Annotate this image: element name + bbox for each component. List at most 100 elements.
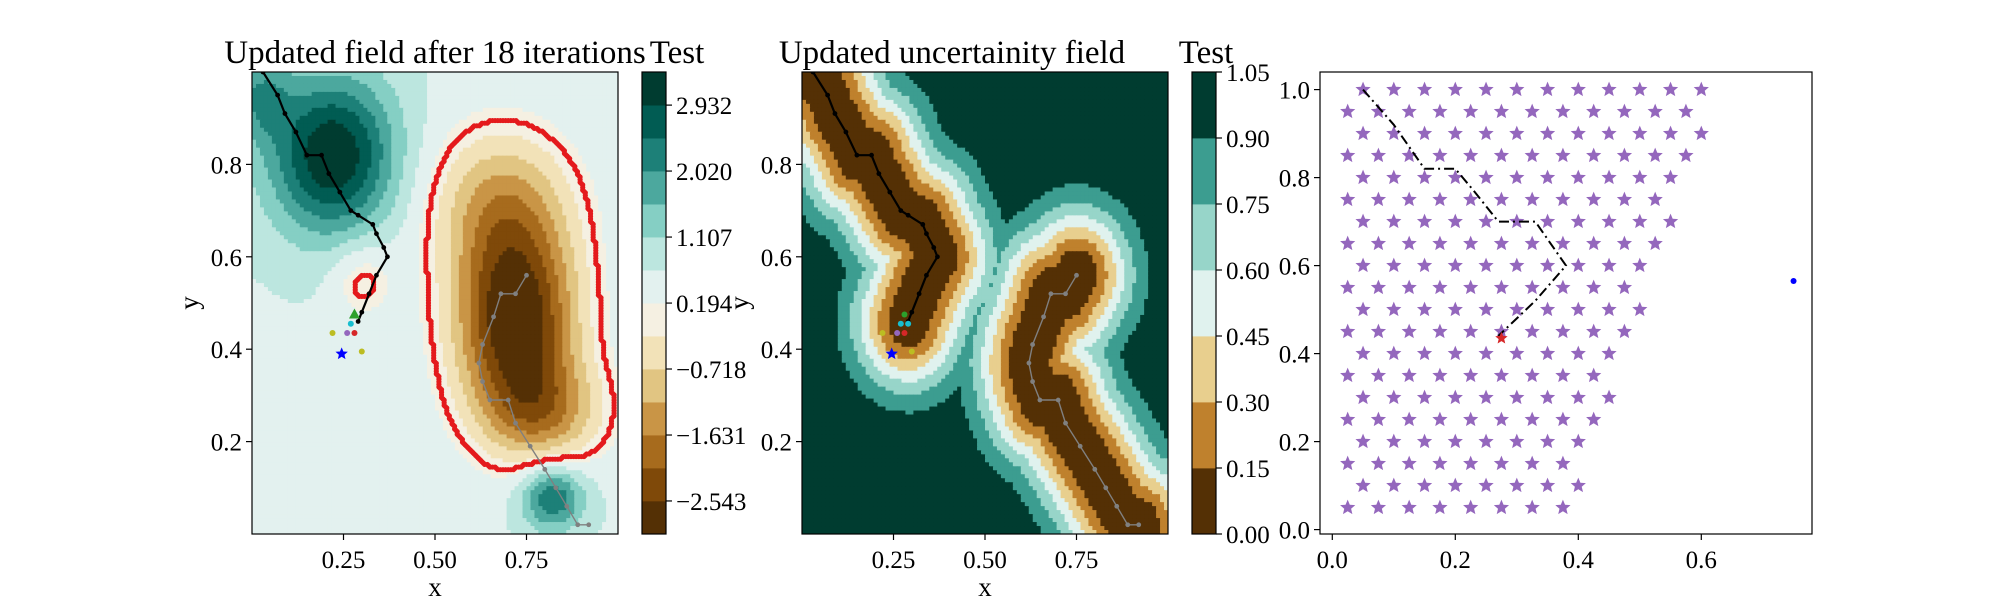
field-cell [542, 275, 547, 280]
field-cell [490, 275, 496, 280]
field-cell [566, 183, 571, 189]
field-cell [335, 123, 341, 129]
field-cell [482, 259, 488, 264]
field-cell [375, 195, 380, 201]
field-cell [458, 231, 464, 236]
field-cell [267, 211, 273, 216]
field-cell [454, 147, 460, 153]
field-cell [454, 279, 460, 284]
field-cell [275, 247, 281, 252]
field-cell [554, 131, 559, 137]
field-cell [423, 219, 428, 224]
field-cell [574, 223, 579, 228]
field-cell [454, 72, 460, 77]
field-cell [450, 235, 456, 240]
field-cell [323, 143, 329, 149]
field-cell [474, 72, 480, 77]
field-cell [283, 72, 289, 77]
field-cell [343, 79, 349, 85]
field-cell [574, 151, 579, 157]
field-cell [438, 239, 444, 244]
field-cell [343, 159, 349, 165]
field-cell [307, 211, 313, 216]
field-cell [542, 75, 547, 81]
field-cell [399, 211, 404, 216]
field-cell [466, 279, 472, 284]
field-cell [550, 83, 555, 89]
field-cell [299, 263, 305, 268]
field-cell [263, 143, 269, 149]
field-cell [438, 259, 444, 264]
field-cell [435, 103, 440, 109]
field-cell [554, 115, 559, 121]
field-cell [562, 127, 567, 133]
field-cell [590, 119, 595, 125]
field-cell [522, 247, 528, 252]
field-cell [367, 99, 372, 105]
field-cell [574, 263, 579, 268]
field-cell [331, 195, 337, 201]
field-cell [570, 207, 575, 212]
field-cell [578, 223, 583, 228]
field-cell [562, 107, 567, 113]
field-cell [387, 195, 392, 201]
field-cell [570, 215, 575, 220]
field-cell [299, 191, 305, 197]
field-cell [291, 183, 297, 189]
field-cell [291, 283, 297, 288]
field-cell [534, 199, 540, 205]
field-cell [558, 279, 563, 284]
field-cell [486, 255, 492, 260]
field-cell [279, 175, 285, 181]
field-cell [470, 175, 476, 181]
field-cell [454, 179, 460, 185]
field-cell [391, 195, 396, 201]
field-cell [315, 115, 321, 121]
field-cell [351, 107, 357, 113]
field-cell [307, 72, 313, 77]
field-cell [287, 99, 293, 105]
field-cell [462, 75, 468, 81]
field-cell [526, 107, 532, 113]
field-cell [454, 255, 460, 260]
field-cell [387, 99, 392, 105]
field-cell [502, 195, 508, 201]
field-cell [355, 255, 361, 260]
field-cell [506, 255, 512, 260]
field-cell [383, 267, 388, 272]
field-cell [526, 191, 532, 197]
field-cell [355, 187, 361, 193]
field-cell [538, 151, 544, 157]
field-cell [371, 87, 376, 93]
field-cell [319, 243, 325, 248]
field-cell [327, 287, 333, 292]
field-cell [279, 135, 285, 141]
field-cell [610, 223, 615, 228]
field-cell [271, 159, 277, 165]
field-cell [534, 79, 540, 85]
field-cell [558, 115, 563, 121]
field-cell [327, 143, 333, 149]
field-cell [339, 163, 345, 169]
field-cell [474, 283, 480, 288]
field-cell [351, 215, 357, 220]
field-cell [311, 255, 317, 260]
field-cell [454, 251, 460, 256]
field-cell [586, 259, 591, 264]
field-cell [327, 179, 333, 185]
field-cell [514, 263, 520, 268]
field-cell [446, 135, 452, 141]
field-cell [355, 151, 361, 157]
field-cell [598, 103, 603, 109]
field-cell [442, 223, 448, 228]
field-cell [526, 227, 532, 232]
field-cell [343, 139, 349, 145]
field-cell [470, 103, 476, 109]
field-cell [482, 235, 488, 240]
field-cell [598, 147, 603, 153]
field-cell [339, 267, 345, 272]
field-cell [427, 143, 432, 149]
field-cell [478, 283, 484, 288]
field-cell [435, 203, 440, 209]
field-cell [546, 131, 551, 137]
